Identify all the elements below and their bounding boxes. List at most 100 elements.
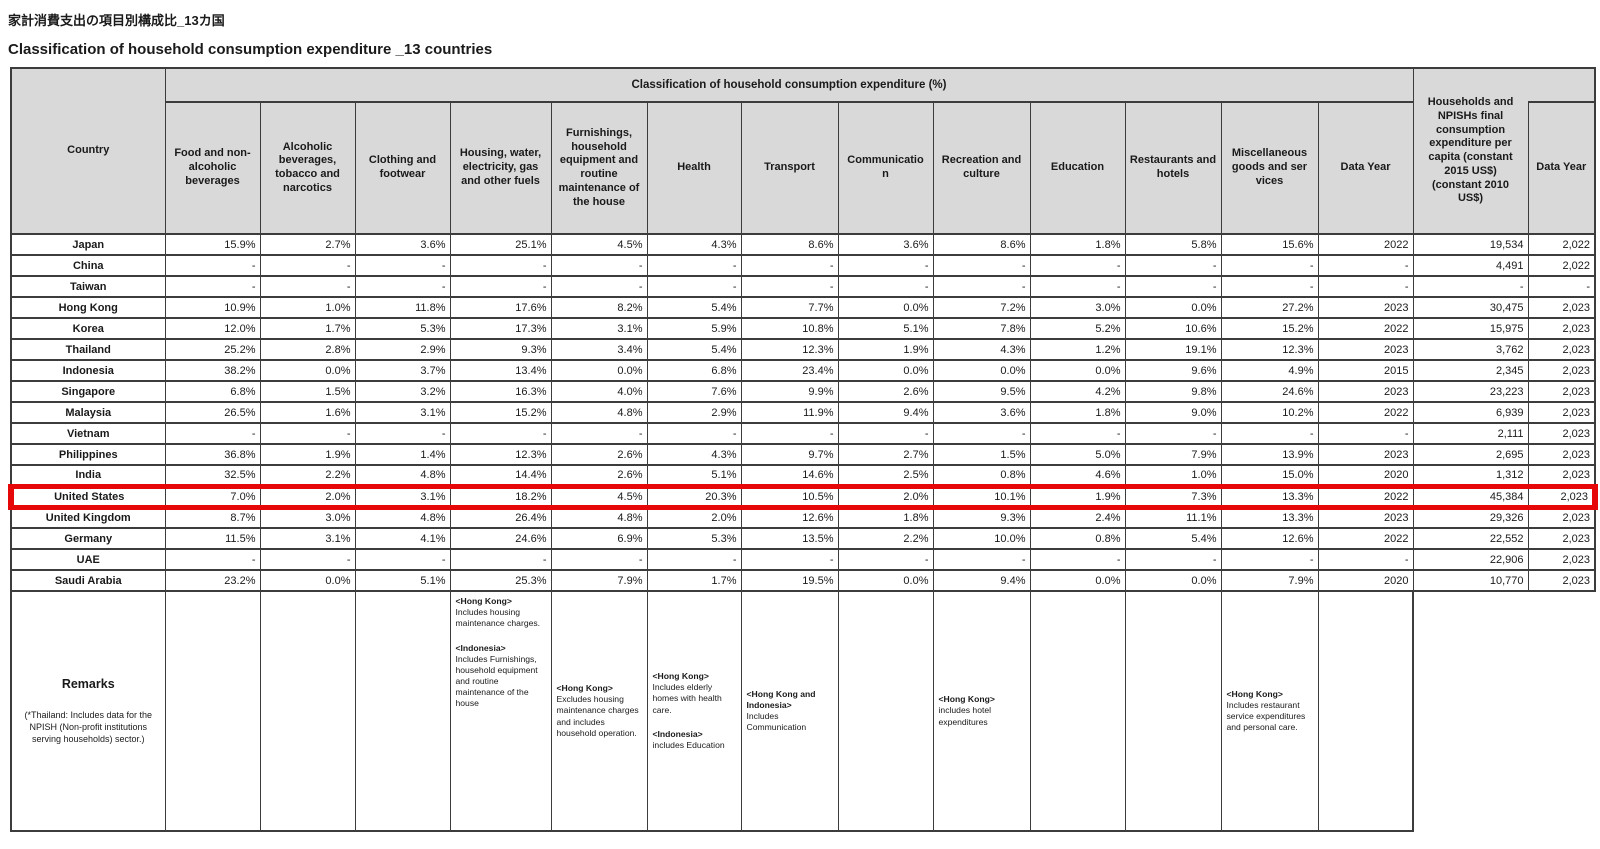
remarks-title: Remarks — [61, 676, 115, 691]
value-cell: 13.3% — [1220, 506, 1319, 529]
country-cell: Taiwan — [10, 275, 166, 298]
value-cell: 10.6% — [1124, 317, 1222, 340]
value-cell: - — [837, 548, 934, 571]
value-cell: 4.5% — [550, 233, 648, 256]
value-cell: 2,023 — [1527, 548, 1597, 571]
value-cell: - — [259, 275, 356, 298]
page-title-english: Classification of household consumption … — [8, 41, 493, 58]
value-cell: 12.3% — [449, 443, 552, 466]
value-cell: 1.0% — [1124, 464, 1222, 487]
remark-recreation: <Hong Kong> includes hotel expenditures — [932, 590, 1031, 832]
country-cell: United Kingdom — [10, 506, 166, 529]
value-cell: 7.0% — [164, 483, 261, 510]
value-cell: 15.6% — [1220, 233, 1319, 256]
value-cell: 13.3% — [1220, 483, 1319, 510]
value-cell: - — [1029, 254, 1126, 277]
value-cell: - — [259, 254, 356, 277]
value-cell: - — [1220, 275, 1319, 298]
value-cell: 10.2% — [1220, 401, 1319, 424]
value-cell: 2015 — [1317, 359, 1414, 382]
remark-tag: <Hong Kong> — [652, 670, 709, 681]
value-cell: 4.3% — [932, 338, 1031, 361]
value-cell: 3.4% — [550, 338, 648, 361]
value-cell: 8.6% — [932, 233, 1031, 256]
value-cell: 27.2% — [1220, 296, 1319, 319]
value-cell: 7.9% — [1124, 443, 1222, 466]
value-cell: 2,023 — [1527, 443, 1597, 466]
value-cell: 12.3% — [1220, 338, 1319, 361]
value-cell: 9.7% — [740, 443, 839, 466]
value-cell: 2,345 — [1412, 359, 1529, 382]
value-cell: 11.9% — [740, 401, 839, 424]
value-cell: 2.0% — [646, 506, 742, 529]
value-cell: 36.8% — [164, 443, 261, 466]
value-cell: 2,023 — [1527, 422, 1597, 445]
table-row: Malaysia 26.5% 1.6% 3.1% 15.2% 4.8% 2.9% 11.9% 9… — [10, 401, 1597, 424]
value-cell: 3,762 — [1412, 338, 1529, 361]
remark-tag: <Hong Kong> — [556, 683, 613, 694]
value-cell: 15.9% — [164, 233, 261, 256]
value-cell: 1,312 — [1412, 464, 1529, 487]
value-cell: 0.0% — [1029, 569, 1126, 592]
remark-alcohol-empty — [259, 590, 356, 832]
value-cell: 1.8% — [1029, 233, 1126, 256]
value-cell: - — [164, 275, 261, 298]
remark-miscellaneous: <Hong Kong> Includes restaurant service … — [1220, 590, 1319, 832]
value-cell: 3.1% — [550, 317, 648, 340]
value-cell: 2,695 — [1412, 443, 1529, 466]
remark-health: <Hong Kong> Includes elderly homes with … — [646, 590, 742, 832]
value-cell: 2.7% — [259, 233, 356, 256]
value-cell: 1.5% — [259, 380, 356, 403]
value-cell: 20.3% — [646, 483, 742, 510]
column-header-households-npishs: Households and NPISHs final consumption … — [1412, 67, 1529, 235]
country-cell: Hong Kong — [10, 296, 166, 319]
value-cell: 1.4% — [354, 443, 451, 466]
column-header-alcohol-tobacco: Alcoholic beverages, tobacco and narcoti… — [259, 101, 356, 235]
value-cell: 12.3% — [740, 338, 839, 361]
value-cell: - — [837, 254, 934, 277]
value-cell: 3.6% — [932, 401, 1031, 424]
country-cell: Japan — [10, 233, 166, 256]
value-cell: 9.5% — [932, 380, 1031, 403]
value-cell: 2.4% — [1029, 506, 1126, 529]
value-cell: 7.2% — [932, 296, 1031, 319]
remark-tag: <Hong Kong and Indonesia> — [746, 688, 816, 710]
value-cell: 10.1% — [932, 483, 1031, 510]
value-cell: 0.0% — [550, 359, 648, 382]
value-cell: 4.2% — [1029, 380, 1126, 403]
value-cell: - — [646, 548, 742, 571]
remark-tag: <Hong Kong> — [938, 694, 995, 705]
value-cell: 4.8% — [354, 506, 451, 529]
table-row: United Kingdom 8.7% 3.0% 4.8% 26.4% 4.8% 2.0% 1… — [10, 506, 1597, 529]
value-cell: 6.8% — [164, 380, 261, 403]
value-cell: 2022 — [1317, 317, 1414, 340]
remark-communication-empty — [837, 590, 934, 832]
remarks-thailand-note: (*Thailand: Includes data for the NPISH … — [24, 709, 153, 745]
value-cell: 0.0% — [932, 359, 1031, 382]
country-cell: Korea — [10, 317, 166, 340]
value-cell: - — [550, 422, 648, 445]
value-cell: 4.1% — [354, 527, 451, 550]
value-cell: 2,023 — [1527, 338, 1597, 361]
value-cell: 12.0% — [164, 317, 261, 340]
table-row: Saudi Arabia 23.2% 0.0% 5.1% 25.3% 7.9% 1.7% 19… — [10, 569, 1597, 592]
table-row: Singapore 6.8% 1.5% 3.2% 16.3% 4.0% 7.6% 9.9% 2.… — [10, 380, 1597, 403]
value-cell: 5.9% — [646, 317, 742, 340]
value-cell: 2.7% — [837, 443, 934, 466]
value-cell: 9.4% — [837, 401, 934, 424]
remark-transport: <Hong Kong and Indonesia> Includes Commu… — [740, 590, 839, 832]
table-row: India 32.5% 2.2% 4.8% 14.4% 2.6% 5.1% 14.6% 2.5%… — [10, 464, 1597, 487]
value-cell: - — [740, 422, 839, 445]
country-cell: Singapore — [10, 380, 166, 403]
value-cell: 0.0% — [837, 359, 934, 382]
value-cell: 14.4% — [449, 464, 552, 487]
column-header-restaurants: Restaurants and hotels — [1124, 101, 1222, 235]
country-cell: India — [10, 464, 166, 487]
value-cell: - — [1124, 254, 1222, 277]
value-cell: - — [1220, 422, 1319, 445]
remark-text: includes hotel expenditures — [938, 705, 992, 727]
value-cell: - — [1220, 548, 1319, 571]
value-cell: 6.9% — [550, 527, 648, 550]
value-cell: 25.1% — [449, 233, 552, 256]
